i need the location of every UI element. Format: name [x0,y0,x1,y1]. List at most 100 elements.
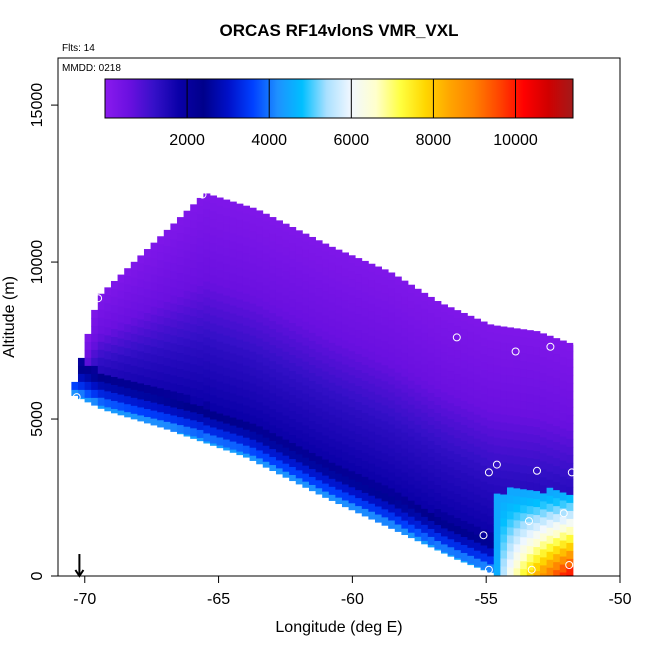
heatmap-cell [434,341,442,350]
heatmap-cell [539,477,547,486]
heatmap-cell [487,444,495,453]
heatmap-cell [315,240,323,249]
heatmap-cell [110,376,118,386]
heatmap-cell [394,524,402,532]
heatmap-cell [348,335,356,344]
heatmap-cell [295,478,303,485]
heatmap-cell [104,391,112,400]
heatmap-cell [427,320,435,330]
heatmap-cell [440,408,448,417]
heatmap-cell [295,350,303,359]
heatmap-cell [493,533,501,543]
heatmap-cell [143,369,151,378]
heatmap-cell [520,465,528,474]
heatmap-cell [269,281,277,290]
heatmap-cell [355,370,363,379]
heatmap-cell [355,258,363,267]
heatmap-cell [460,320,468,330]
heatmap-cell [407,396,415,406]
heatmap-cell [506,519,514,528]
heatmap-cell [236,291,244,301]
heatmap-cell [381,357,389,366]
heatmap-cell [467,555,475,565]
heatmap-cell [520,497,528,506]
heatmap-cell [394,388,402,397]
heatmap-cell [183,274,191,284]
heatmap-cell [427,440,435,450]
heatmap-cell [407,500,415,510]
heatmap-cell [401,416,409,426]
heatmap-cell [341,388,349,397]
heatmap-cell [289,275,297,284]
heatmap-cell [295,246,303,255]
heatmap-cell [315,432,323,441]
heatmap-cell [500,526,508,535]
heatmap-cell [97,397,105,407]
heatmap-cell [520,473,528,482]
heatmap-cell [249,231,257,241]
heatmap-cell [289,395,297,404]
heatmap-cell [97,405,105,409]
heatmap-cell [183,210,191,220]
heatmap-cell [242,285,250,295]
heatmap-cell [341,436,349,445]
heatmap-cell [124,308,132,317]
heatmap-cell [460,384,468,394]
heatmap-cell [440,544,448,553]
heatmap-cell [295,302,303,311]
heatmap-cell [533,571,541,577]
heatmap-cell [196,325,204,335]
heatmap-cell [275,436,283,445]
heatmap-cell [513,504,521,513]
heatmap-cell [249,399,257,409]
heatmap-cell [374,354,382,363]
heatmap-cell [421,300,429,310]
heatmap-cell [559,396,567,405]
heatmap-cell [242,317,250,327]
heatmap-cell [539,485,547,494]
heatmap-cell [302,409,310,419]
heatmap-cell [209,227,217,236]
heatmap-cell [157,412,165,421]
heatmap-cell [289,435,297,444]
heatmap-cell [269,337,277,346]
heatmap-cell [559,412,567,421]
heatmap-cell [308,412,316,422]
heatmap-cell [539,517,547,526]
heatmap-cell [190,228,198,237]
heatmap-cell [269,217,277,226]
heatmap-cell [539,453,547,462]
heatmap-cell [183,314,191,324]
heatmap-cell [480,465,488,474]
heatmap-cell [143,417,151,424]
heatmap-cell [473,406,481,416]
heatmap-cell [520,561,528,570]
heatmap-cell [223,247,231,256]
heatmap-cell [335,457,343,467]
heatmap-cell [388,416,396,425]
heatmap-cell [209,267,217,276]
heatmap-cell [124,300,132,309]
heatmap-cell [381,349,389,358]
heatmap-cell [143,353,151,362]
heatmap-cell [130,405,138,415]
heatmap-cell [355,314,363,323]
heatmap-cell [262,229,270,239]
heatmap-cell [176,433,184,435]
heatmap-cell [401,344,409,354]
heatmap-cell [335,281,343,291]
heatmap-cell [143,321,151,330]
heatmap-cell [315,328,323,337]
heatmap-cell [170,231,178,240]
heatmap-cell [388,424,396,433]
heatmap-cell [480,457,488,466]
heatmap-cell [203,321,211,330]
heatmap-cell [520,417,528,426]
heatmap-cell [381,285,389,294]
flight-point [565,561,574,569]
heatmap-cell [84,373,92,383]
heatmap-cell [546,343,554,353]
heatmap-cell [269,361,277,370]
heatmap-cell [539,533,547,542]
heatmap-cell [209,403,217,412]
